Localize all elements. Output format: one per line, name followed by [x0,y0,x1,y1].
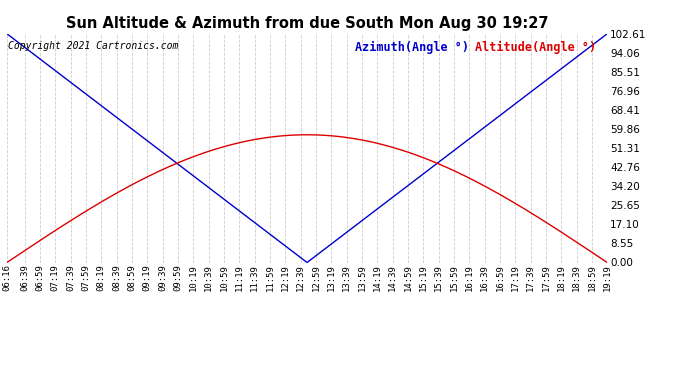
Text: Altitude(Angle °): Altitude(Angle °) [475,40,596,54]
Title: Sun Altitude & Azimuth from due South Mon Aug 30 19:27: Sun Altitude & Azimuth from due South Mo… [66,16,549,31]
Text: Copyright 2021 Cartronics.com: Copyright 2021 Cartronics.com [8,40,179,51]
Text: Azimuth(Angle °): Azimuth(Angle °) [355,40,469,54]
